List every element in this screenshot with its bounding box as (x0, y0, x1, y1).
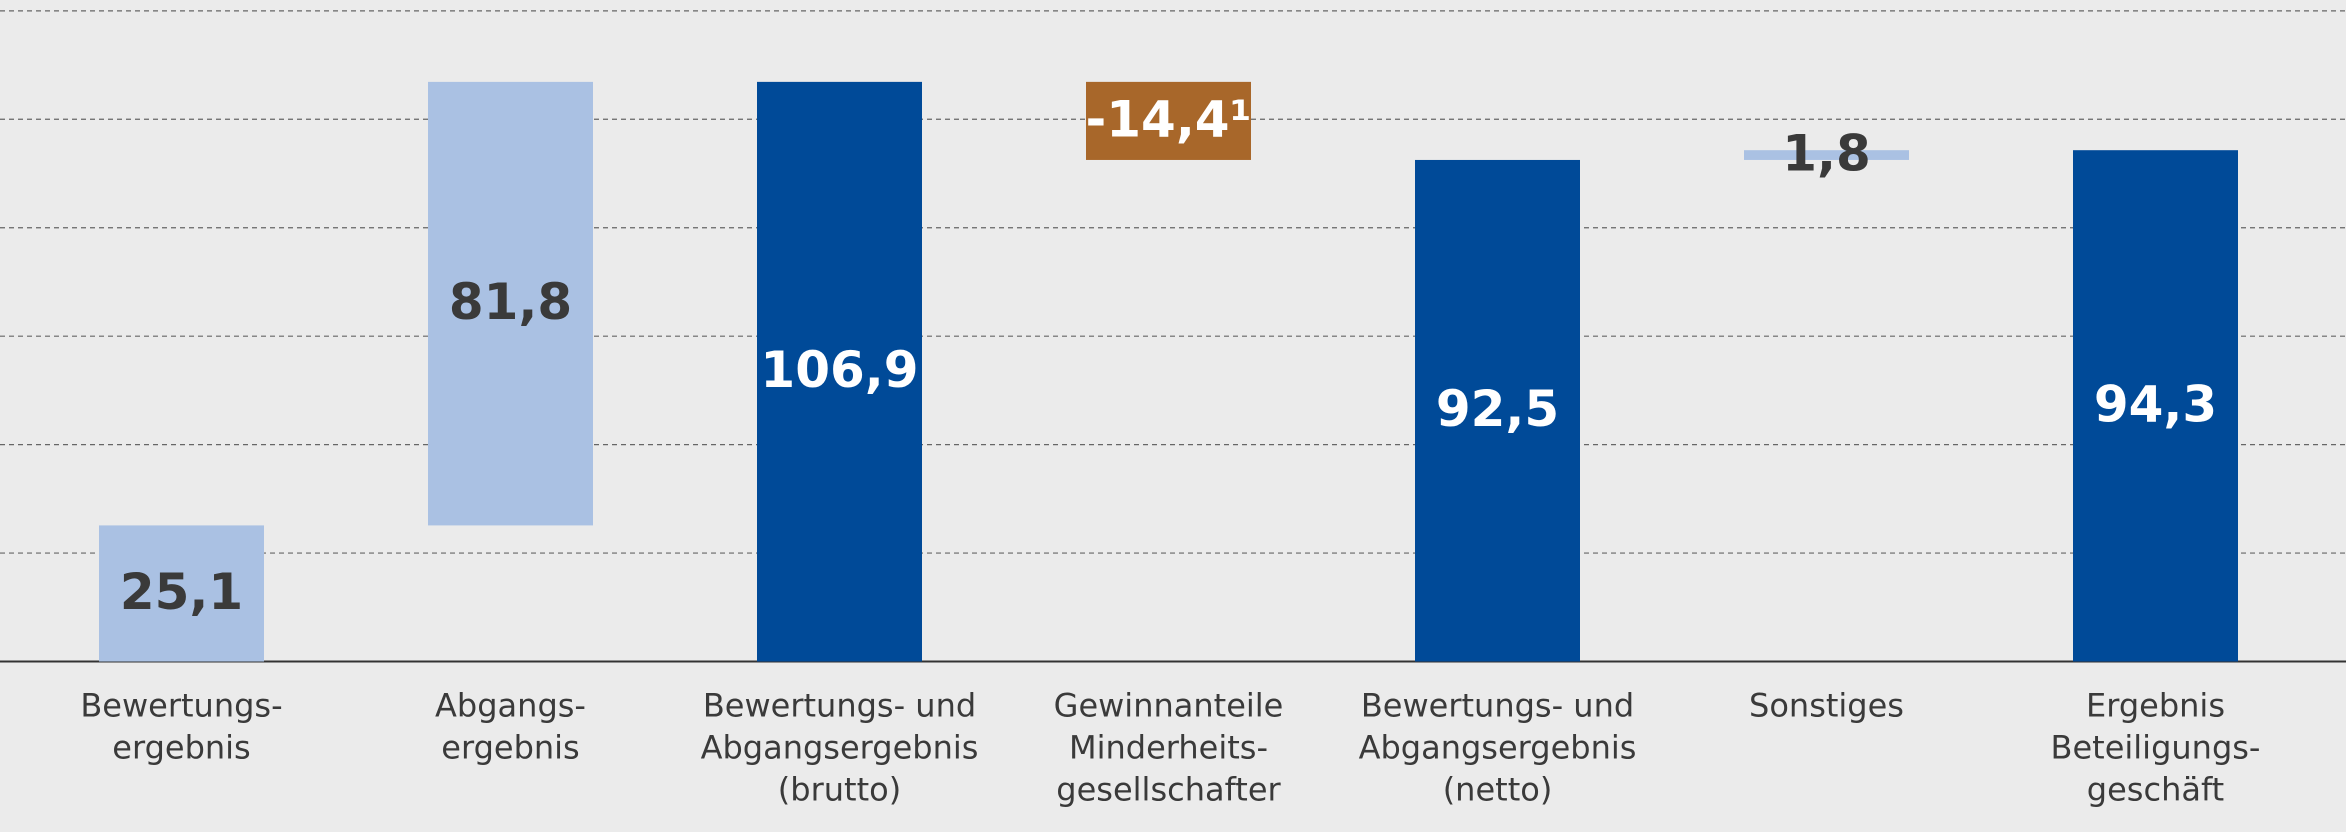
x-tick-label: Bewertungs- und Abgangsergebnis (netto) (1359, 687, 1637, 809)
x-tick-label: Gewinnanteile Minderheits-gesellschafter (1054, 687, 1284, 809)
bar (2073, 150, 2238, 662)
x-tick-label-line: Bewertungs- und (703, 687, 976, 725)
x-tick-label-line: geschäft (2087, 771, 2224, 809)
x-tick-label-line: gesellschafter (1056, 771, 1281, 809)
x-tick-label: Bewertungs-ergebnis (80, 687, 282, 767)
x-tick-label: Abgangs-ergebnis (435, 687, 586, 767)
value-label: 92,5 (1436, 380, 1559, 438)
x-tick-label-line: ergebnis (441, 729, 579, 767)
value-label: 94,3 (2094, 375, 2217, 433)
value-label: 81,8 (449, 273, 572, 331)
x-tick-label-line: Sonstiges (1749, 687, 1904, 725)
value-label: 1,8 (1782, 125, 1871, 183)
x-tick-label-line: Bewertungs- (80, 687, 282, 725)
x-tick-label-line: Abgangsergebnis (701, 729, 979, 767)
value-label: 106,9 (760, 341, 918, 399)
bar (757, 81, 922, 662)
value-label: -14,4¹ (1085, 90, 1251, 148)
x-tick-label-line: ergebnis (112, 729, 250, 767)
x-tick-label-line: Abgangsergebnis (1359, 729, 1637, 767)
x-tick-label-line: Bewertungs- und (1361, 687, 1634, 725)
bar (1086, 81, 1251, 160)
x-tick-label: Bewertungs- und Abgangsergebnis (brutto) (701, 687, 979, 809)
x-tick-label-line: Abgangs- (435, 687, 586, 725)
x-tick-label-line: Gewinnanteile (1054, 687, 1284, 725)
bar (1415, 159, 1580, 662)
bar (99, 525, 264, 662)
x-tick-label-line: Minderheits- (1069, 729, 1268, 767)
x-tick-label-line: Ergebnis (2086, 687, 2225, 725)
x-tick-label: Sonstiges (1749, 687, 1904, 725)
value-label: 25,1 (120, 563, 243, 621)
x-tick-label: Ergebnis Beteiligungs-geschäft (2051, 687, 2261, 809)
x-tick-label-line: (brutto) (778, 771, 901, 809)
bar (428, 81, 593, 526)
bar (1744, 150, 1909, 160)
x-tick-label-line: Beteiligungs- (2051, 729, 2261, 767)
x-tick-label-line: (netto) (1443, 771, 1553, 809)
